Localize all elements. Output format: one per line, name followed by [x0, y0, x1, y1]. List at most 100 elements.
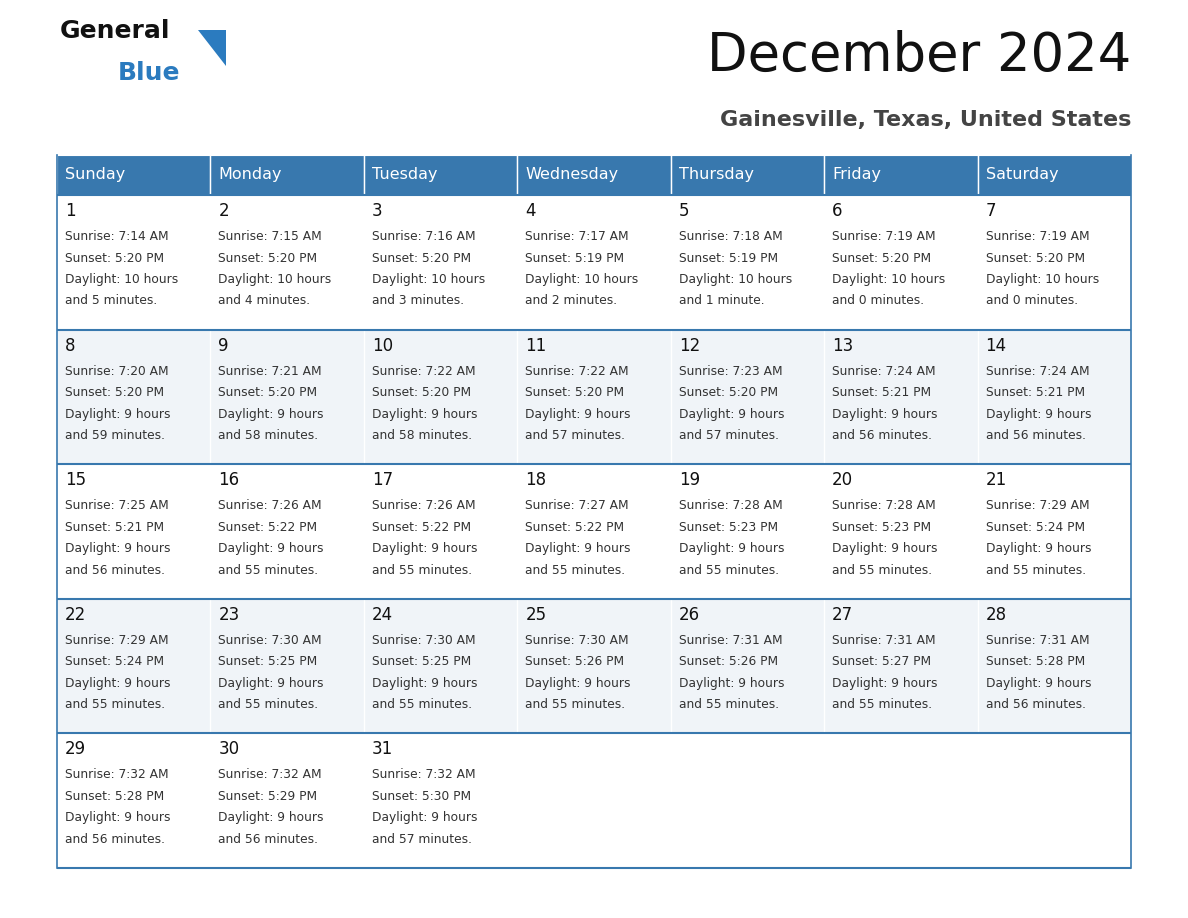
FancyBboxPatch shape: [824, 330, 978, 465]
Text: 12: 12: [678, 337, 700, 354]
FancyBboxPatch shape: [978, 155, 1131, 195]
Text: 27: 27: [832, 606, 853, 624]
Text: Daylight: 9 hours: Daylight: 9 hours: [372, 812, 478, 824]
Text: Sunset: 5:30 PM: Sunset: 5:30 PM: [372, 789, 470, 803]
FancyBboxPatch shape: [57, 733, 210, 868]
Text: Sunset: 5:26 PM: Sunset: 5:26 PM: [678, 655, 778, 668]
FancyBboxPatch shape: [364, 733, 517, 868]
Text: and 56 minutes.: and 56 minutes.: [219, 833, 318, 845]
Text: and 55 minutes.: and 55 minutes.: [219, 699, 318, 711]
Text: 9: 9: [219, 337, 229, 354]
Text: 1: 1: [65, 202, 76, 220]
Text: Sunset: 5:20 PM: Sunset: 5:20 PM: [65, 386, 164, 399]
Text: Daylight: 9 hours: Daylight: 9 hours: [525, 408, 631, 420]
Text: 6: 6: [832, 202, 842, 220]
Text: Daylight: 9 hours: Daylight: 9 hours: [678, 408, 784, 420]
Text: Daylight: 9 hours: Daylight: 9 hours: [832, 677, 937, 689]
Text: and 55 minutes.: and 55 minutes.: [219, 564, 318, 577]
Text: Sunrise: 7:22 AM: Sunrise: 7:22 AM: [525, 364, 628, 377]
Text: Sunrise: 7:17 AM: Sunrise: 7:17 AM: [525, 230, 628, 243]
Text: Sunrise: 7:26 AM: Sunrise: 7:26 AM: [219, 499, 322, 512]
Text: Daylight: 10 hours: Daylight: 10 hours: [832, 273, 946, 286]
Text: Sunset: 5:26 PM: Sunset: 5:26 PM: [525, 655, 625, 668]
Text: Sunset: 5:20 PM: Sunset: 5:20 PM: [372, 386, 470, 399]
Text: and 55 minutes.: and 55 minutes.: [525, 564, 625, 577]
FancyBboxPatch shape: [824, 733, 978, 868]
Text: Wednesday: Wednesday: [525, 167, 619, 183]
Text: Sunset: 5:20 PM: Sunset: 5:20 PM: [525, 386, 625, 399]
Text: Thursday: Thursday: [678, 167, 753, 183]
Text: Sunset: 5:21 PM: Sunset: 5:21 PM: [65, 521, 164, 533]
Text: 18: 18: [525, 471, 546, 489]
FancyBboxPatch shape: [517, 465, 671, 599]
Text: Sunrise: 7:31 AM: Sunrise: 7:31 AM: [986, 633, 1089, 647]
Text: Sunrise: 7:16 AM: Sunrise: 7:16 AM: [372, 230, 475, 243]
Text: Sunrise: 7:19 AM: Sunrise: 7:19 AM: [832, 230, 936, 243]
Text: and 55 minutes.: and 55 minutes.: [65, 699, 165, 711]
Text: Sunset: 5:28 PM: Sunset: 5:28 PM: [986, 655, 1085, 668]
Text: Sunrise: 7:22 AM: Sunrise: 7:22 AM: [372, 364, 475, 377]
Text: Sunset: 5:24 PM: Sunset: 5:24 PM: [65, 655, 164, 668]
Text: 7: 7: [986, 202, 996, 220]
Text: Daylight: 9 hours: Daylight: 9 hours: [219, 543, 324, 555]
FancyBboxPatch shape: [210, 733, 364, 868]
Text: Sunrise: 7:20 AM: Sunrise: 7:20 AM: [65, 364, 169, 377]
FancyBboxPatch shape: [824, 465, 978, 599]
Text: Sunrise: 7:28 AM: Sunrise: 7:28 AM: [832, 499, 936, 512]
Text: and 56 minutes.: and 56 minutes.: [986, 429, 1086, 442]
Text: Sunset: 5:28 PM: Sunset: 5:28 PM: [65, 789, 164, 803]
Text: Sunrise: 7:15 AM: Sunrise: 7:15 AM: [219, 230, 322, 243]
Text: and 4 minutes.: and 4 minutes.: [219, 295, 310, 308]
Text: Daylight: 9 hours: Daylight: 9 hours: [678, 543, 784, 555]
FancyBboxPatch shape: [57, 465, 210, 599]
Text: and 55 minutes.: and 55 minutes.: [832, 564, 933, 577]
FancyBboxPatch shape: [364, 330, 517, 465]
Text: Sunday: Sunday: [65, 167, 125, 183]
Text: Daylight: 9 hours: Daylight: 9 hours: [372, 408, 478, 420]
Text: Daylight: 9 hours: Daylight: 9 hours: [986, 408, 1091, 420]
Text: Sunrise: 7:14 AM: Sunrise: 7:14 AM: [65, 230, 169, 243]
Text: Sunset: 5:20 PM: Sunset: 5:20 PM: [372, 252, 470, 264]
Text: Daylight: 9 hours: Daylight: 9 hours: [219, 408, 324, 420]
Text: and 56 minutes.: and 56 minutes.: [832, 429, 933, 442]
Text: and 55 minutes.: and 55 minutes.: [832, 699, 933, 711]
Text: Sunset: 5:20 PM: Sunset: 5:20 PM: [219, 386, 317, 399]
Text: Daylight: 9 hours: Daylight: 9 hours: [65, 812, 171, 824]
Text: and 0 minutes.: and 0 minutes.: [986, 295, 1078, 308]
Text: Monday: Monday: [219, 167, 282, 183]
FancyBboxPatch shape: [978, 599, 1131, 733]
Text: Daylight: 9 hours: Daylight: 9 hours: [832, 408, 937, 420]
FancyBboxPatch shape: [671, 195, 824, 330]
Text: Sunrise: 7:32 AM: Sunrise: 7:32 AM: [372, 768, 475, 781]
Text: 4: 4: [525, 202, 536, 220]
Text: 31: 31: [372, 741, 393, 758]
Text: 25: 25: [525, 606, 546, 624]
Text: Sunrise: 7:29 AM: Sunrise: 7:29 AM: [986, 499, 1089, 512]
Text: and 59 minutes.: and 59 minutes.: [65, 429, 165, 442]
Text: 17: 17: [372, 471, 393, 489]
Text: and 56 minutes.: and 56 minutes.: [65, 833, 165, 845]
Text: and 57 minutes.: and 57 minutes.: [525, 429, 625, 442]
Text: 8: 8: [65, 337, 76, 354]
Text: Tuesday: Tuesday: [372, 167, 437, 183]
Text: Daylight: 10 hours: Daylight: 10 hours: [65, 273, 178, 286]
Text: Sunrise: 7:32 AM: Sunrise: 7:32 AM: [219, 768, 322, 781]
Text: Sunrise: 7:29 AM: Sunrise: 7:29 AM: [65, 633, 169, 647]
Text: and 2 minutes.: and 2 minutes.: [525, 295, 618, 308]
Text: Daylight: 9 hours: Daylight: 9 hours: [525, 677, 631, 689]
Text: Sunrise: 7:25 AM: Sunrise: 7:25 AM: [65, 499, 169, 512]
FancyBboxPatch shape: [978, 330, 1131, 465]
Text: Sunrise: 7:28 AM: Sunrise: 7:28 AM: [678, 499, 783, 512]
Text: Sunrise: 7:24 AM: Sunrise: 7:24 AM: [832, 364, 936, 377]
FancyBboxPatch shape: [57, 195, 210, 330]
Text: and 0 minutes.: and 0 minutes.: [832, 295, 924, 308]
Text: 15: 15: [65, 471, 86, 489]
Text: Sunrise: 7:32 AM: Sunrise: 7:32 AM: [65, 768, 169, 781]
Text: Sunset: 5:24 PM: Sunset: 5:24 PM: [986, 521, 1085, 533]
Text: Sunset: 5:23 PM: Sunset: 5:23 PM: [678, 521, 778, 533]
Text: Sunrise: 7:31 AM: Sunrise: 7:31 AM: [678, 633, 783, 647]
Text: 26: 26: [678, 606, 700, 624]
Text: Sunset: 5:20 PM: Sunset: 5:20 PM: [65, 252, 164, 264]
Text: Daylight: 9 hours: Daylight: 9 hours: [678, 677, 784, 689]
FancyBboxPatch shape: [671, 155, 824, 195]
